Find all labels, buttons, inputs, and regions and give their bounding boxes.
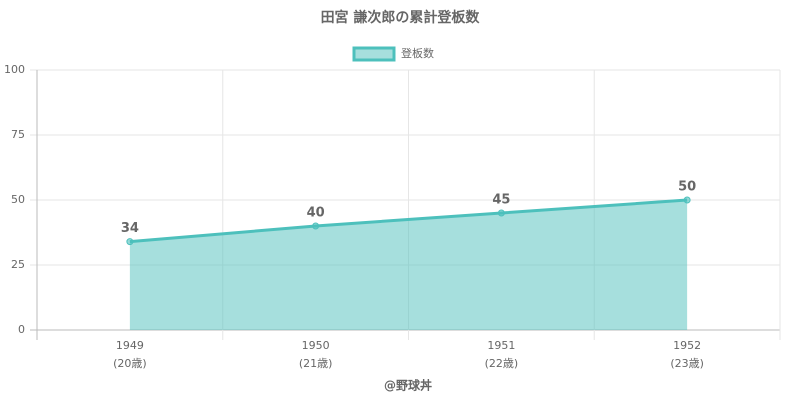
y-tick-label: 0 [18,323,25,336]
y-tick-label: 100 [4,63,25,76]
point [126,238,134,246]
x-tick-label: (21歳) [299,357,333,370]
data-label: 40 [307,206,325,221]
y-tick-label: 50 [11,193,25,206]
point [683,196,691,204]
x-tick-label: 1950 [302,339,330,352]
y-tick-label: 25 [11,258,25,271]
data-label: 45 [492,193,510,208]
x-tick-label: (23歳) [670,357,704,370]
x-tick-label: 1952 [673,339,701,352]
data-label: 50 [678,180,696,195]
legend-swatch [352,46,396,62]
x-tick-label: 1949 [116,339,144,352]
area [129,200,688,330]
point [312,222,320,230]
line [129,198,688,244]
x-tick-label: (22歳) [485,357,519,370]
x-tick-label: (20歳) [113,357,147,370]
x-tick-label: 1951 [487,339,515,352]
credit: @野球丼 [384,378,432,393]
y-tick-label: 75 [11,128,25,141]
chart-title: 田宮 謙次郎の累計登板数 [321,9,481,26]
point [497,209,505,217]
data-label: 34 [121,221,139,236]
legend-label: 登板数 [401,46,434,60]
